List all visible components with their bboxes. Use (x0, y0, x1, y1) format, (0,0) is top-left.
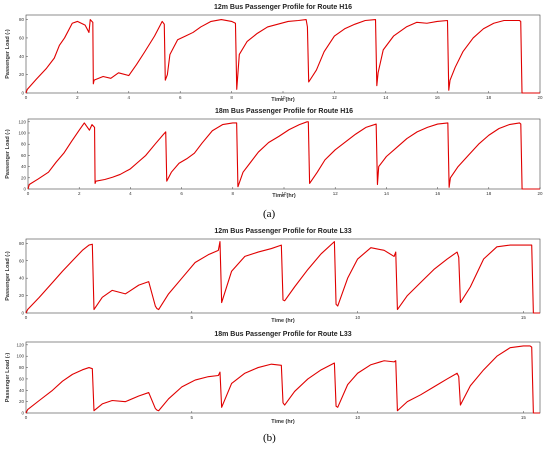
x-tick-label: 18 (486, 191, 492, 196)
y-axis-label: Passenger Load (-) (5, 251, 11, 301)
y-tick-label: 80 (19, 17, 25, 22)
x-tick-label: 15 (521, 315, 527, 320)
x-tick-label: 6 (180, 191, 183, 196)
chart-title: 18m Bus Passenger Profile for Route L33 (214, 331, 351, 338)
x-axis-label: Time (hr) (272, 193, 296, 199)
x-tick-label: 4 (129, 191, 132, 196)
x-axis-label: Time (hr) (271, 97, 295, 103)
y-tick-label: 20 (19, 293, 25, 298)
x-tick-label: 20 (537, 95, 543, 100)
x-tick-label: 14 (384, 191, 390, 196)
y-tick-label: 80 (19, 365, 25, 370)
x-tick-label: 0 (25, 415, 28, 420)
chart-panel-12m-l33: 12m Bus Passenger Profile for Route L33 T… (5, 228, 541, 324)
y-tick-label: 60 (21, 153, 27, 158)
x-tick-label: 0 (27, 191, 30, 196)
x-tick-label: 10 (355, 415, 361, 420)
plot-area (25, 14, 541, 94)
x-tick-label: 8 (230, 95, 233, 100)
subfigure-label-a: (a) (263, 208, 276, 220)
passenger-load-line (27, 121, 540, 190)
x-tick-label: 5 (191, 315, 194, 320)
x-tick-label: 16 (435, 191, 441, 196)
x-tick-label: 10 (280, 95, 286, 100)
y-tick-label: 0 (21, 411, 24, 416)
x-tick-label: 15 (521, 415, 527, 420)
y-tick-label: 100 (18, 131, 26, 136)
y-tick-label: 40 (19, 276, 25, 281)
y-tick-label: 60 (19, 258, 25, 263)
passenger-load-line (25, 345, 540, 414)
y-tick-label: 60 (19, 376, 25, 381)
x-tick-label: 0 (25, 95, 28, 100)
y-tick-label: 80 (21, 142, 27, 147)
chart-title: 12m Bus Passenger Profile for Route H16 (214, 4, 352, 11)
y-tick-label: 0 (21, 311, 24, 316)
y-tick-label: 40 (19, 54, 25, 59)
y-tick-label: 80 (19, 241, 25, 246)
chart-panel-18m-h16: 18m Bus Passenger Profile for Route H16 T… (5, 108, 543, 199)
x-tick-label: 8 (232, 191, 235, 196)
x-tick-label: 5 (191, 415, 194, 420)
y-axis-label: Passenger Load (-) (5, 129, 11, 179)
y-tick-label: 20 (19, 399, 25, 404)
y-tick-label: 60 (19, 35, 25, 40)
y-tick-label: 40 (21, 164, 27, 169)
x-tick-label: 2 (78, 191, 81, 196)
x-tick-label: 16 (435, 95, 441, 100)
chart-title: 18m Bus Passenger Profile for Route H16 (215, 108, 353, 115)
chart-title: 12m Bus Passenger Profile for Route L33 (214, 228, 351, 235)
passenger-load-line (25, 19, 540, 94)
x-tick-label: 6 (179, 95, 182, 100)
y-tick-label: 20 (19, 72, 25, 77)
y-tick-label: 40 (19, 388, 25, 393)
x-tick-label: 14 (383, 95, 389, 100)
x-tick-label: 10 (355, 315, 361, 320)
x-tick-label: 12 (332, 95, 338, 100)
subfigure-label-b: (b) (263, 432, 276, 444)
plot-area (25, 238, 541, 314)
x-axis-label: Time (hr) (271, 419, 295, 425)
x-tick-label: 2 (76, 95, 79, 100)
y-tick-label: 100 (16, 354, 24, 359)
x-tick-label: 10 (281, 191, 287, 196)
y-tick-label: 20 (21, 175, 27, 180)
y-axis-label: Passenger Load (-) (5, 353, 11, 403)
passenger-load-line (25, 241, 540, 314)
x-tick-label: 20 (537, 191, 543, 196)
chart-panel-18m-l33: 18m Bus Passenger Profile for Route L33 T… (5, 331, 541, 425)
chart-panel-12m-h16: 12m Bus Passenger Profile for Route H16 T… (5, 4, 543, 103)
y-tick-label: 120 (16, 342, 24, 347)
y-axis-label: Passenger Load (-) (5, 29, 11, 79)
x-tick-label: 4 (128, 95, 131, 100)
x-tick-label: 18 (486, 95, 492, 100)
y-tick-label: 0 (23, 187, 26, 192)
x-tick-label: 12 (333, 191, 339, 196)
plot-area (27, 118, 541, 190)
x-axis-label: Time (hr) (271, 318, 295, 324)
y-tick-label: 0 (21, 91, 24, 96)
x-tick-label: 0 (25, 315, 28, 320)
y-tick-label: 120 (18, 119, 26, 124)
